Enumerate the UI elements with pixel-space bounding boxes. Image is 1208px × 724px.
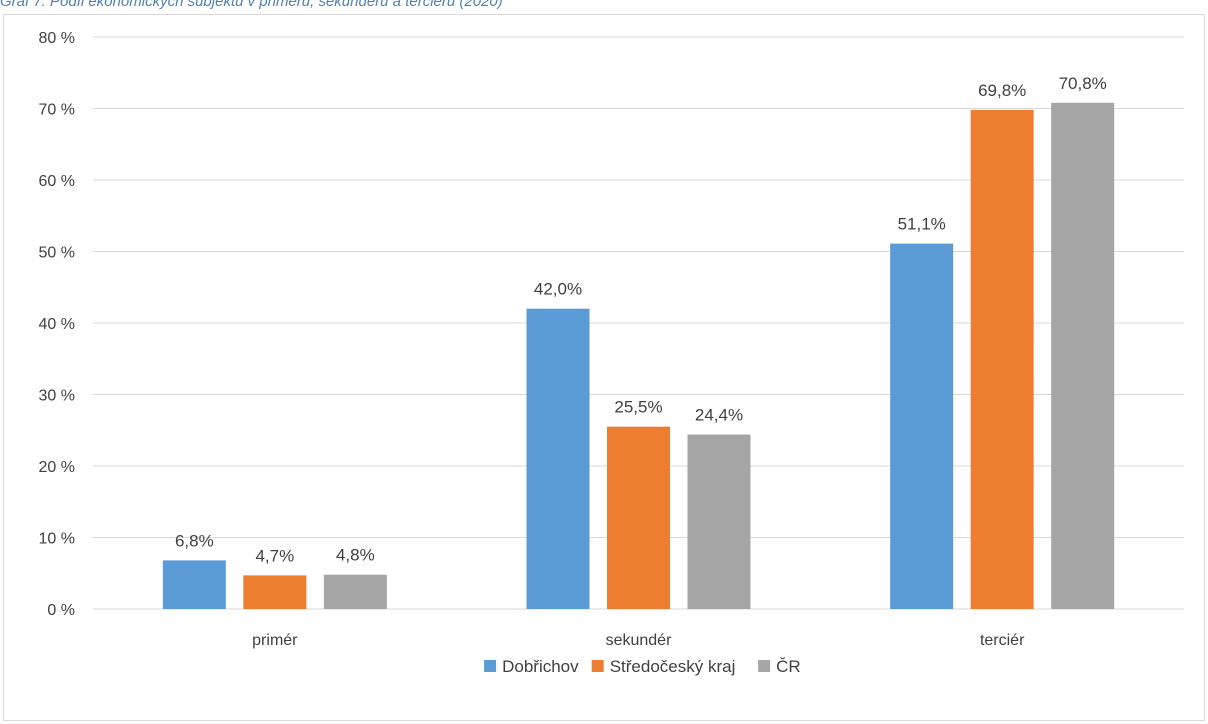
data-label: 69,8% [978,81,1026,100]
y-tick-label: 30 % [39,388,75,405]
legend-label: Dobřichov [502,657,579,676]
x-tick-label: terciér [980,632,1025,649]
y-tick-label: 70 % [39,102,75,119]
chart-frame [3,14,1205,721]
legend-swatch [758,660,771,672]
data-label: 70,8% [1059,74,1107,93]
data-label: 25,5% [614,398,662,417]
bar [687,434,751,609]
data-label: 24,4% [695,406,743,425]
x-tick-label: sekundér [606,632,672,649]
y-tick-label: 20 % [39,459,75,476]
legend-swatch [484,660,497,672]
y-tick-label: 80 % [39,30,75,47]
bar [162,560,226,609]
bar [526,308,590,609]
legend-label: Středočeský kraj [610,657,736,676]
legend-label: ČR [776,657,801,676]
chart-caption: Graf 7: Podíl ekonomických subjektů v pr… [0,0,503,10]
y-tick-label: 40 % [39,316,75,333]
y-tick-label: 60 % [39,173,75,190]
y-tick-label: 0 % [47,602,75,619]
data-label: 6,8% [175,531,214,550]
y-tick-label: 10 % [39,531,75,548]
bar [323,574,387,609]
data-label: 42,0% [534,280,582,299]
data-label: 4,7% [255,546,294,565]
legend-swatch [591,660,604,672]
bar [243,575,307,609]
y-tick-label: 50 % [39,245,75,262]
bar [970,109,1034,610]
bar [607,426,670,609]
data-label: 4,8% [336,546,375,565]
x-tick-label: primér [252,632,298,649]
bar [890,243,954,609]
data-label: 51,1% [898,215,946,234]
bar [1051,102,1115,609]
